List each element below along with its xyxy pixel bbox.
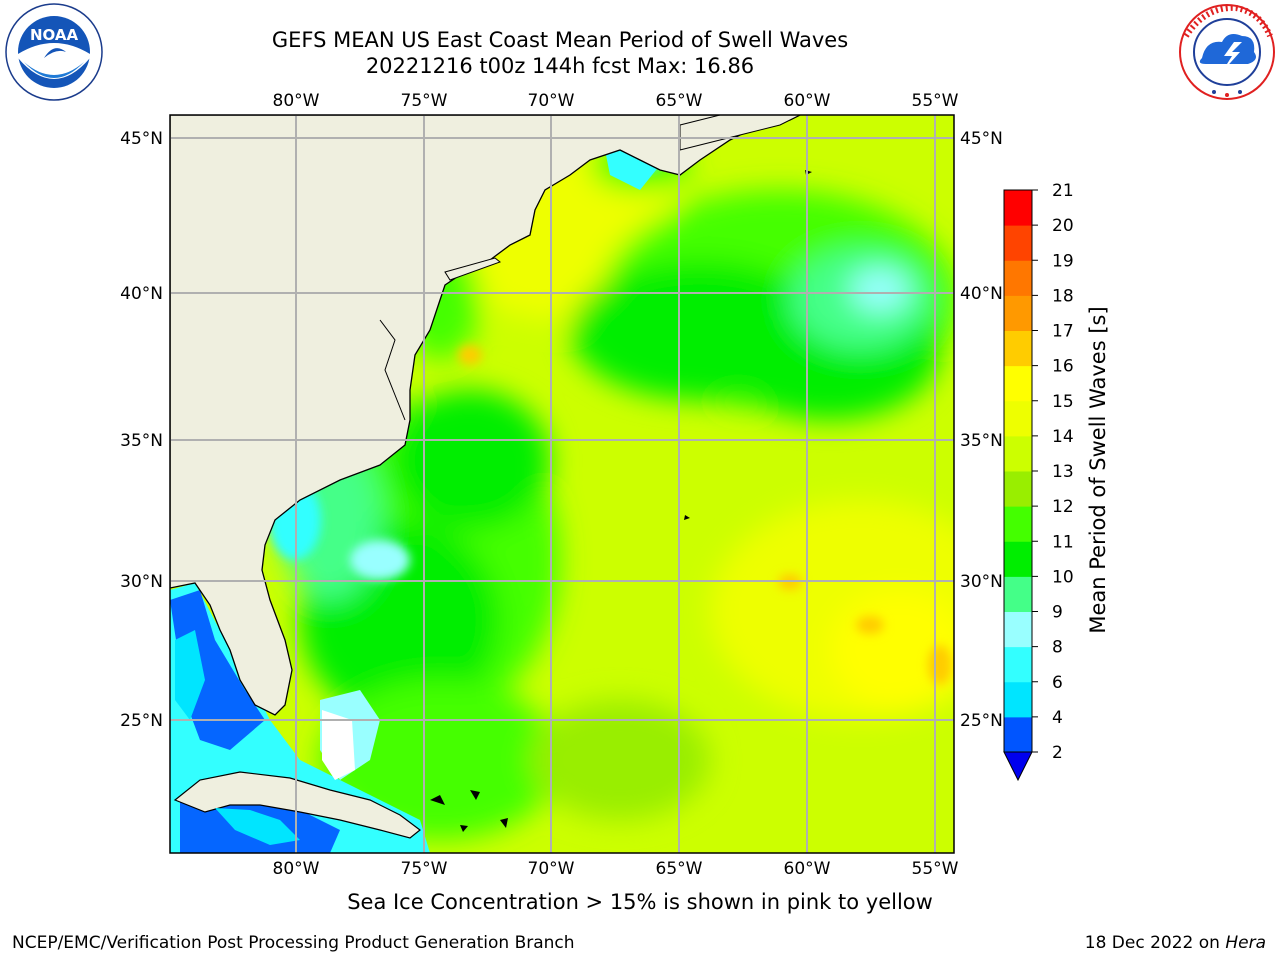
lat-label-right: 30°N [960,572,1003,592]
colorbar-tick-label: 2 [1052,743,1063,763]
lon-label-bottom: 75°W [401,859,448,879]
colorbar-segment [1004,576,1032,612]
map-frame [169,114,955,854]
colorbar-tick-label: 4 [1052,708,1063,728]
colorbar-tick-label: 17 [1052,322,1074,342]
colorbar: 2 4 6 8 9 10 11 12 13 14 15 16 17 18 19 20 21 [1003,181,1074,782]
date-stamp: 18 Dec 2022 on Hera [1085,933,1266,953]
lon-label-top: 70°W [528,91,575,111]
colorbar-tick-label: 6 [1052,673,1063,693]
colorbar-segment [1004,541,1032,577]
swell-period-field [170,115,954,853]
colorbar-tick-label: 15 [1052,392,1074,412]
colorbar-segment [1004,611,1032,648]
noaa-logo-text: NOAA [30,26,79,44]
colorbar-tick-label: 8 [1052,638,1063,658]
colorbar-segment [1004,471,1032,507]
lat-label-left: 30°N [120,572,163,592]
colorbar-segment [1004,681,1032,718]
lon-label-bottom: 55°W [912,859,959,879]
colorbar-segment [1004,506,1032,542]
chart-title: GEFS MEAN US East Coast Mean Period of S… [271,28,849,52]
colorbar-segment [1004,400,1032,437]
cuba-land [173,771,421,839]
lon-label-top: 65°W [656,91,703,111]
colorbar-segment [1004,190,1032,226]
colorbar-segment [1004,646,1032,683]
colorbar-extend-arrow [1003,751,1033,782]
colorbar-segment [1004,225,1032,261]
lon-label-bottom: 70°W [528,859,575,879]
chart-subtitle: 20221216 t00z 144h fcst Max: 16.86 [365,54,755,78]
colorbar-tick-label: 9 [1052,603,1063,623]
date-text: 18 Dec 2022 on [1084,933,1220,953]
colorbar-tick-label: 12 [1052,497,1074,517]
lat-label-right: 45°N [960,129,1003,149]
host-name: Hera [1225,933,1266,953]
colorbar-tick-label: 18 [1052,286,1074,306]
colorbar-segment [1004,260,1032,296]
lon-label-bottom: 60°W [784,859,831,879]
colorbar-tick-label: 11 [1052,532,1074,552]
lat-label-left: 35°N [120,431,163,451]
colorbar-tick-label: 13 [1052,462,1074,482]
lon-label-top: 75°W [401,91,448,111]
graticule [170,115,954,853]
nws-seal-icon [1179,4,1275,100]
lon-label-bottom: 80°W [273,859,320,879]
lat-label-left: 45°N [120,129,163,149]
lon-label-top: 55°W [912,91,959,111]
colorbar-segment [1004,435,1032,472]
colorbar-tick-label: 10 [1052,567,1074,587]
colorbar-segment [1004,365,1032,402]
lon-label-top: 80°W [273,91,320,111]
lon-label-top: 60°W [784,91,831,111]
lat-label-right: 25°N [960,711,1003,731]
colorbar-label: Mean Period of Swell Waves [s] [1086,306,1110,634]
colorbar-tick-label: 20 [1052,216,1074,236]
lat-label-left: 25°N [120,711,163,731]
north-america-land [170,115,801,716]
colorbar-segment [1004,330,1032,367]
lat-label-right: 40°N [960,284,1003,304]
credit-text: NCEP/EMC/Verification Post Processing Pr… [12,933,575,953]
sea-ice-note: Sea Ice Concentration > 15% is shown in … [347,890,933,914]
colorbar-tick-label: 21 [1052,181,1074,201]
colorbar-tick-label: 14 [1052,427,1074,447]
colorbar-segment [1004,295,1032,331]
noaa-seal-icon: NOAA [5,3,103,101]
colorbar-segment [1004,716,1032,753]
colorbar-tick-label: 16 [1052,357,1074,377]
lat-label-right: 35°N [960,431,1003,451]
lat-label-left: 40°N [120,284,163,304]
colorbar-tick-label: 19 [1052,251,1074,271]
lon-label-bottom: 65°W [656,859,703,879]
